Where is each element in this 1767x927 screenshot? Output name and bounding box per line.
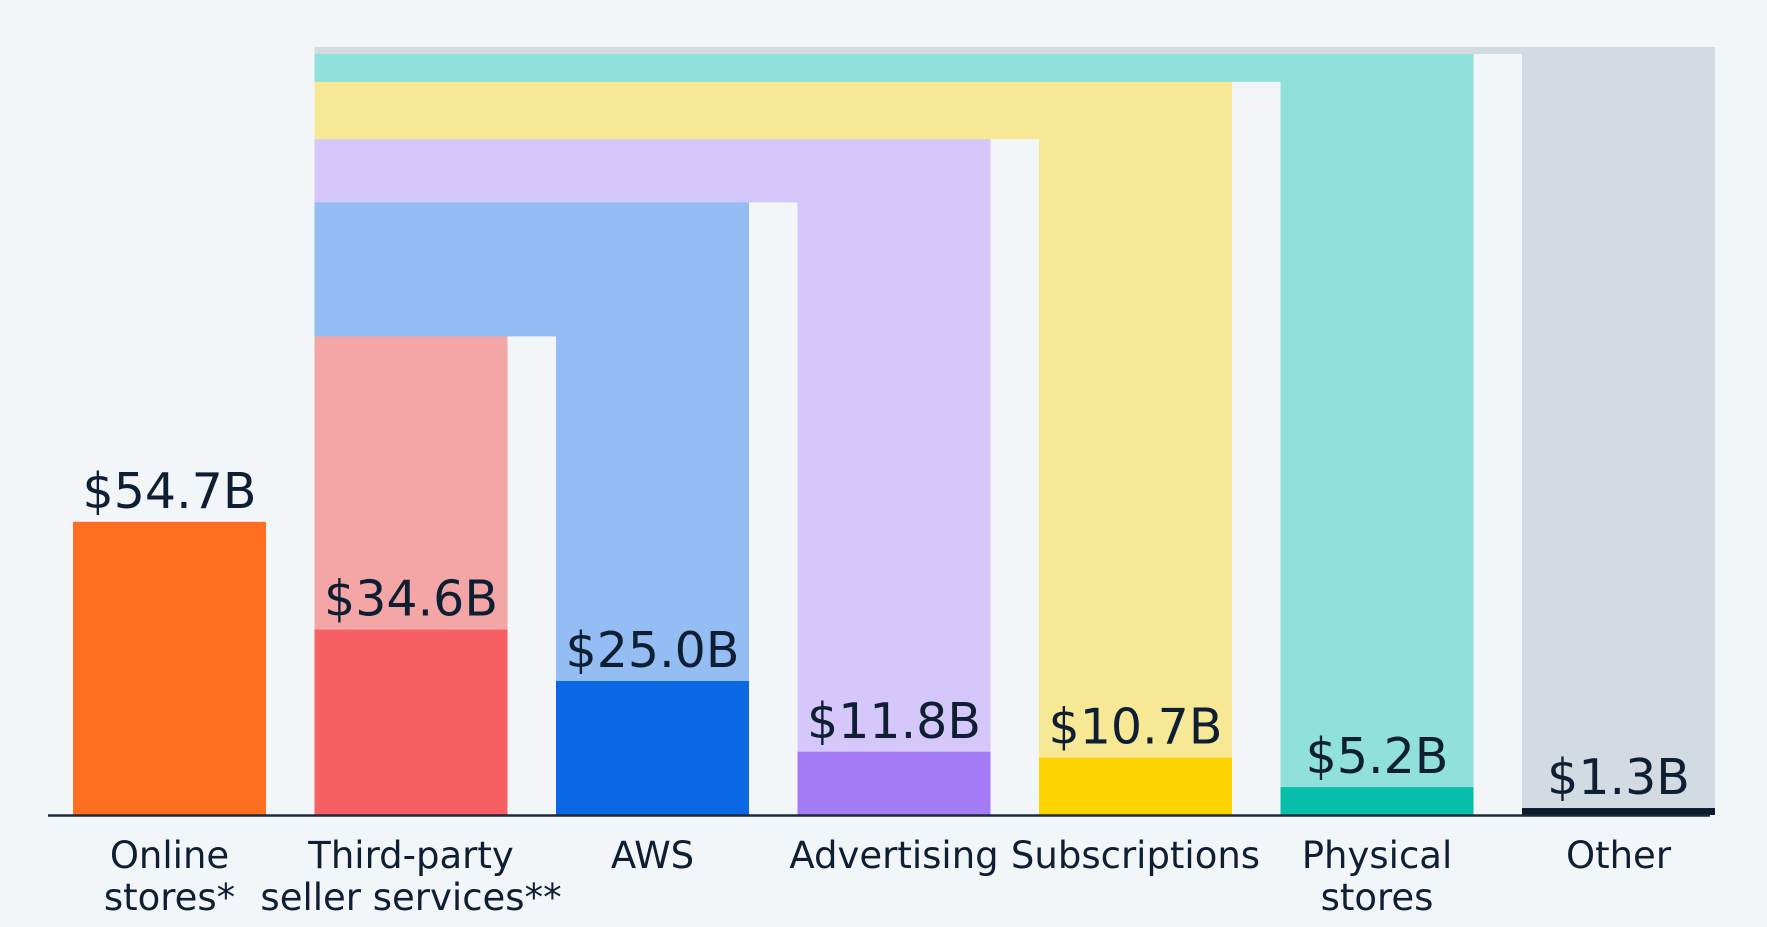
bar-6 — [1522, 808, 1715, 815]
category-label-line: AWS — [611, 834, 694, 877]
bar-1 — [314, 629, 508, 815]
category-label-line: Third-party — [307, 834, 514, 877]
category-label-line: stores* — [104, 876, 235, 919]
category-label-6: Other — [1566, 834, 1672, 877]
category-labels: Online stores* Third-party seller services*… — [104, 834, 1672, 919]
bar-3 — [797, 751, 991, 815]
bar-2 — [556, 681, 749, 815]
band-gap-1 — [507, 336, 556, 815]
band-gap-2 — [749, 202, 798, 816]
category-label-line: stores — [1321, 876, 1434, 919]
category-label-line: seller services** — [260, 876, 561, 919]
category-label-line: Online — [110, 834, 229, 877]
bar-0 — [73, 521, 266, 815]
category-label-line: Other — [1566, 834, 1672, 877]
value-label-1: $34.6B — [324, 571, 498, 628]
category-label-4: Subscriptions — [1011, 834, 1260, 877]
value-label-5: $5.2B — [1306, 728, 1449, 785]
value-label-3: $11.8B — [807, 693, 981, 750]
category-label-line: Advertising — [789, 834, 998, 877]
category-label-1: Third-party seller services** — [260, 834, 561, 919]
value-label-0: $54.7B — [83, 463, 257, 520]
value-labels: $54.7B $34.6B $25.0B $11.8B $10.7B $5.2B $1.3B — [83, 463, 1690, 806]
category-label-0: Online stores* — [104, 834, 235, 919]
category-label-line: Physical — [1302, 834, 1453, 877]
band-gap-5 — [1473, 53, 1522, 815]
connector-bands — [314, 47, 1715, 816]
band-gap-3 — [990, 139, 1039, 815]
category-label-3: Advertising — [789, 834, 998, 877]
value-label-6: $1.3B — [1547, 749, 1690, 806]
band-gap-4 — [1232, 81, 1281, 816]
bar-4 — [1039, 757, 1232, 815]
value-label-2: $25.0B — [566, 622, 740, 679]
category-label-2: AWS — [611, 834, 694, 877]
bar-5 — [1280, 787, 1474, 815]
bars — [73, 521, 1715, 815]
category-label-line: Subscriptions — [1011, 834, 1260, 877]
value-label-4: $10.7B — [1049, 699, 1223, 756]
category-label-5: Physical stores — [1302, 834, 1453, 919]
